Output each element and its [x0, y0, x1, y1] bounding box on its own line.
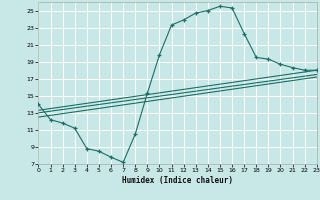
X-axis label: Humidex (Indice chaleur): Humidex (Indice chaleur) [122, 176, 233, 185]
